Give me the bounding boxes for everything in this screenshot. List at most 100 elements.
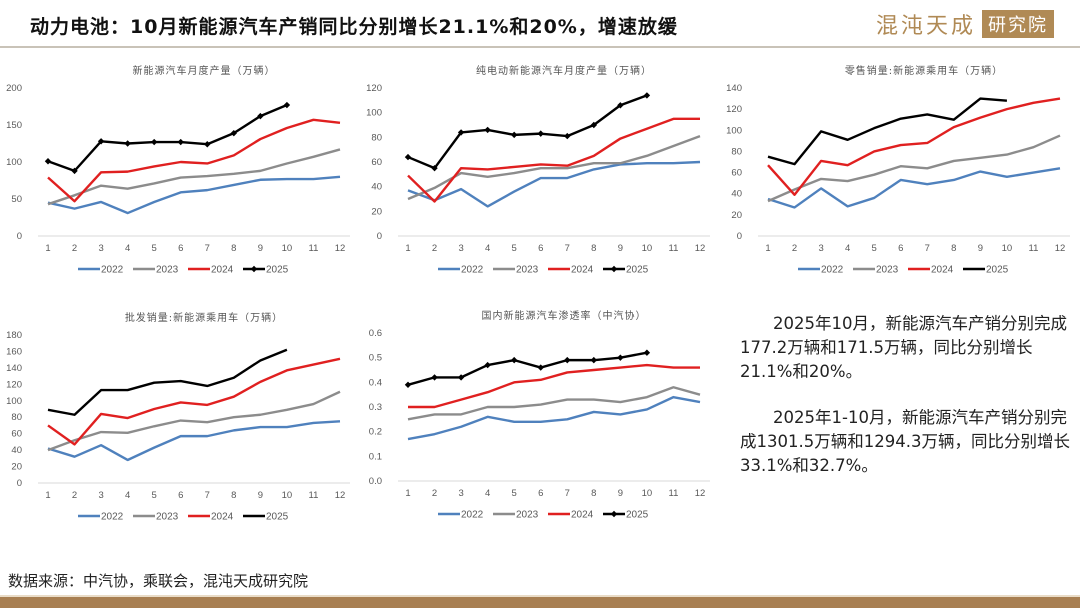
legend: 2022 2023 2024 2025	[438, 265, 649, 276]
x-tick-label: 5	[872, 243, 877, 254]
chart-title: 批发销量:新能源乘用车（万辆）	[125, 311, 283, 324]
series-2022	[767, 167, 1061, 209]
y-tick-label: 160	[6, 346, 22, 357]
series-2022	[47, 420, 341, 462]
x-tick-label: 5	[152, 243, 157, 254]
series-line-2024	[407, 117, 700, 203]
chart-title: 国内新能源汽车渗透率（中汽协）	[482, 309, 647, 322]
data-point-marker	[230, 129, 238, 137]
x-tick-label: 6	[538, 243, 543, 254]
data-point-marker	[431, 374, 438, 381]
x-tick-label: 7	[925, 243, 930, 254]
x-tick-label: 4	[845, 243, 850, 254]
footer-bar	[0, 597, 1080, 608]
y-tick-label: 180	[6, 330, 22, 341]
series-line-2023	[767, 134, 1061, 203]
x-tick-label: 10	[642, 488, 653, 499]
legend-label-2025: 2025	[266, 512, 289, 523]
data-point-marker	[257, 112, 264, 120]
y-tick-label: 0	[17, 231, 22, 242]
data-point-marker	[510, 356, 518, 364]
x-tick-label: 5	[512, 243, 517, 254]
x-tick-label: 12	[695, 243, 706, 254]
chart-nev-passenger-retail: 零售销量:新能源乘用车（万辆） 0 20 40 60 80 100 120 140 1 2 3 4 5 6 7…	[720, 58, 1080, 280]
series-2025	[47, 348, 288, 416]
data-point-marker	[564, 132, 571, 140]
y-tick-label: 120	[726, 104, 742, 115]
x-tick-label: 10	[282, 243, 293, 254]
x-tick-label: 8	[591, 243, 596, 254]
y-tick-label: 0.1	[369, 451, 382, 462]
x-tick-label: 9	[618, 488, 623, 499]
y-tick-label: 0	[737, 231, 742, 242]
x-tick-label: 8	[231, 243, 236, 254]
chart-bev-monthly-production: 纯电动新能源汽车月度产量（万辆） 0 20 40 60 80 100 120 1 2 3 4 5 6 7 8 9…	[360, 58, 720, 280]
x-tick-label: 4	[125, 490, 130, 501]
chart-nev-monthly-production: 新能源汽车月度产量（万辆） 0 50 100 150 200 1 2 3 4 5 6 7 8 9 10 11 12…	[0, 58, 360, 280]
series-2023	[47, 390, 341, 452]
x-tick-label: 3	[458, 243, 463, 254]
y-tick-label: 140	[726, 83, 742, 94]
y-tick-label: 80	[731, 146, 742, 157]
data-point-marker	[457, 374, 465, 381]
x-tick-label: 7	[565, 488, 570, 499]
footer-divider	[0, 595, 1080, 597]
x-tick-label: 6	[538, 488, 543, 499]
x-tick-label: 6	[178, 490, 183, 501]
x-tick-label: 11	[1029, 243, 1039, 254]
x-tick-label: 2	[432, 243, 437, 254]
data-point-marker	[71, 167, 78, 175]
series-2022	[47, 175, 341, 215]
data-point-marker	[484, 361, 491, 369]
y-tick-label: 0.4	[369, 377, 382, 388]
legend-label-2025: 2025	[626, 510, 649, 521]
series-2023	[407, 386, 701, 421]
x-tick-label: 8	[591, 488, 596, 499]
x-tick-label: 6	[898, 243, 903, 254]
y-tick-label: 100	[6, 396, 22, 407]
y-tick-label: 100	[6, 157, 22, 168]
x-tick-label: 5	[152, 490, 157, 501]
x-tick-label: 2	[792, 243, 797, 254]
legend-label-2023: 2023	[516, 510, 539, 521]
x-tick-label: 9	[258, 490, 263, 501]
data-point-marker	[44, 158, 52, 165]
x-tick-label: 12	[1055, 243, 1066, 254]
y-tick-label: 20	[731, 210, 742, 221]
legend-label-2023: 2023	[516, 265, 539, 276]
series-line-2023	[47, 390, 341, 452]
series-line-2022	[47, 175, 341, 215]
legend-label-2022: 2022	[101, 265, 124, 276]
page-title: 动力电池：10月新能源汽车产销同比分别增长21.1%和20%，增速放缓	[30, 16, 678, 38]
legend-label-2025: 2025	[986, 265, 1009, 276]
x-tick-label: 11	[669, 243, 679, 254]
series-2025	[404, 92, 651, 172]
chart-nev-passenger-wholesale: 批发销量:新能源乘用车（万辆） 0 20 40 60 80 100 120 140 160 180 1…	[0, 305, 360, 527]
summary-text: 2025年10月，新能源汽车产销分别完成177.2万辆和171.5万辆，同比分别…	[740, 312, 1070, 500]
legend-label-2022: 2022	[821, 265, 844, 276]
x-tick-label: 1	[405, 488, 410, 499]
chart-title: 零售销量:新能源乘用车（万辆）	[845, 64, 1003, 77]
y-tick-label: 50	[11, 194, 22, 205]
series-2023	[767, 134, 1061, 203]
series-2024	[767, 97, 1061, 196]
chart-title: 新能源汽车月度产量（万辆）	[133, 64, 276, 77]
y-tick-label: 0	[17, 478, 22, 489]
x-tick-label: 12	[335, 243, 346, 254]
series-line-2025	[407, 94, 648, 170]
legend: 2022 2023 2024 2025	[438, 510, 649, 521]
series-2024	[47, 118, 341, 203]
series-line-2025	[47, 348, 288, 416]
summary-paragraph-october: 2025年10月，新能源汽车产销分别完成177.2万辆和171.5万辆，同比分别…	[740, 314, 1067, 381]
series-2024	[47, 357, 341, 446]
data-point-marker	[643, 92, 651, 99]
series-line-2024	[767, 97, 1061, 196]
data-point-marker	[204, 141, 211, 148]
series-line-2025	[47, 103, 288, 173]
legend-label-2024: 2024	[931, 265, 954, 276]
data-point-marker	[537, 130, 544, 137]
y-tick-label: 0	[377, 231, 382, 242]
legend-label-2023: 2023	[156, 265, 179, 276]
brand-logo: 混沌天成 研究院	[876, 10, 1054, 39]
legend-label-2024: 2024	[211, 265, 234, 276]
